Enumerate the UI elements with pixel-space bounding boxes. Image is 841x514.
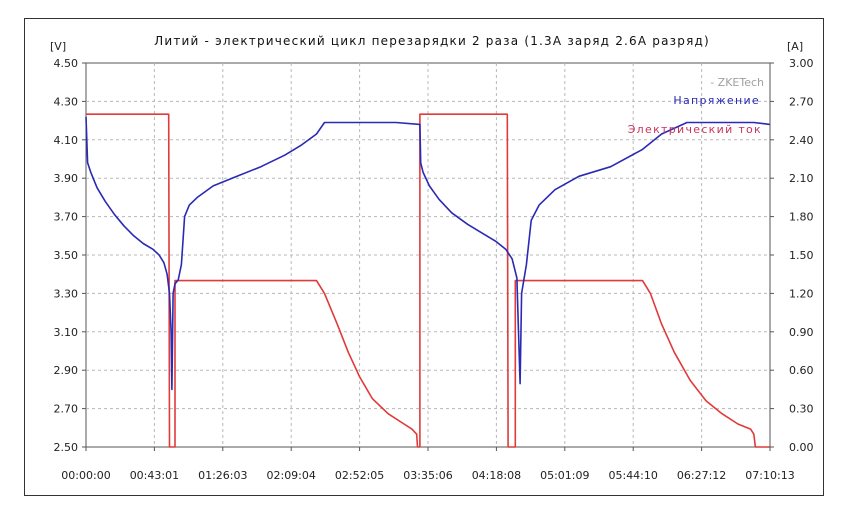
x-tick-label: 00:00:00: [61, 469, 110, 482]
y-right-tick-label: 2.10: [789, 172, 814, 185]
x-tick-label: 01:26:03: [198, 469, 247, 482]
y-left-unit: [V]: [50, 40, 66, 53]
y-right-tick-label: 1.50: [789, 249, 814, 262]
y-right-tick-label: 3.00: [789, 57, 814, 70]
y-left-tick-label: 4.30: [54, 95, 79, 108]
y-left-tick-label: 2.90: [54, 364, 79, 377]
chart-title: Литий - электрический цикл перезарядки 2…: [154, 34, 710, 48]
x-tick-label: 05:44:10: [608, 469, 657, 482]
y-right-tick-label: 2.40: [789, 134, 814, 147]
x-tick-label: 02:09:04: [266, 469, 315, 482]
voltage-series-line: [85, 116, 770, 391]
y-left-tick-label: 3.10: [54, 326, 79, 339]
y-right-tick-label: 0.90: [789, 326, 814, 339]
watermark-brand: - ZKETech: [710, 76, 764, 89]
tick-labels: 4.50 4.30 4.10 3.90 3.70 3.50 3.30 3.10 2.90 2.70…: [54, 57, 814, 482]
y-left-tick-label: 3.70: [54, 211, 79, 224]
series-layer: [85, 113, 770, 448]
y-right-tick-label: 0.00: [789, 441, 814, 454]
y-right-tick-label: 1.80: [789, 211, 814, 224]
y-left-tick-label: 4.10: [54, 134, 79, 147]
grid: [86, 63, 770, 447]
legend-voltage: Напряжение: [673, 94, 760, 107]
x-tick-label: 06:27:12: [677, 469, 726, 482]
x-tick-label: 04:18:08: [472, 469, 521, 482]
y-right-unit: [A]: [787, 40, 803, 53]
x-tick-label: 02:52:05: [335, 469, 384, 482]
y-left-tick-label: 2.50: [54, 441, 79, 454]
y-right-tick-label: 0.60: [789, 364, 814, 377]
y-right-tick-label: 0.30: [789, 403, 814, 416]
x-tick-label: 07:10:13: [745, 469, 794, 482]
y-left-tick-label: 4.50: [54, 57, 79, 70]
y-right-tick-label: 2.70: [789, 95, 814, 108]
y-left-tick-label: 3.50: [54, 249, 79, 262]
y-left-tick-label: 3.30: [54, 287, 79, 300]
x-tick-label: 03:35:06: [403, 469, 452, 482]
x-tick-label: 00:43:01: [130, 469, 179, 482]
legend-current: Электрический ток: [628, 123, 762, 136]
y-right-tick-label: 1.20: [789, 287, 814, 300]
y-left-tick-label: 2.70: [54, 403, 79, 416]
y-left-tick-label: 3.90: [54, 172, 79, 185]
x-tick-label: 05:01:09: [540, 469, 589, 482]
